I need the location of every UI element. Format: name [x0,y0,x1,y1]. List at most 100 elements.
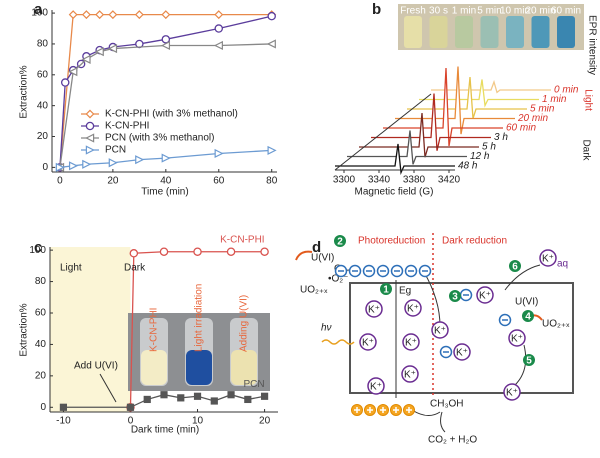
species-label: aq [557,259,568,270]
k-ion [476,286,494,304]
arrow [440,411,446,433]
marker [213,40,223,51]
step-badge [334,235,346,247]
marker [68,10,78,20]
mechanism-diagram: Photoreduction Dark reduction U(VI) O₂ •… [295,233,574,446]
marker [260,392,269,400]
marker [161,153,171,163]
light-wave [321,339,355,345]
marker [143,395,151,404]
x-axis-label: Time (min) [141,187,188,198]
y-axis-label: Extraction% [19,303,30,356]
x-tick-label: 3380 [403,175,426,186]
marker [160,40,171,51]
y-axis-label: EPR intensity [586,15,597,75]
marker [108,10,118,20]
epr-trace [419,79,539,108]
step-badge [509,260,521,272]
vial-label: Fresh [400,6,426,17]
x-axis-label: Dark time (min) [131,425,199,436]
k-ion-label: K⁺ [362,338,374,349]
marker [108,158,118,168]
vial-liquid [141,350,167,385]
light-label: Light [582,89,593,111]
k-ion [431,321,449,339]
x-tick-label: 3300 [333,175,356,186]
species-label: U(VI) [515,297,538,308]
k-ion [539,249,557,267]
epr-trace [383,67,503,147]
region-label: Dark reduction [442,236,507,247]
y-tick-label: 20 [35,370,47,381]
k-ion-label: K⁺ [405,338,417,349]
x-tick-label: 3420 [438,175,461,186]
marker [85,133,95,143]
vial [429,16,448,48]
vial-label: 1 min [452,6,476,17]
marker [159,247,169,256]
marker [244,395,252,404]
arrow [295,250,313,261]
x-tick-label: 60 [213,176,225,187]
vial-label: 30 s [429,6,448,17]
marker [210,397,218,405]
step-number: 1 [383,285,389,296]
x-tick-label: 80 [266,176,278,187]
vial [480,16,499,48]
x-tick-label: 3340 [368,175,391,186]
y-tick-label: 100 [31,8,48,19]
hole-sign [393,407,399,413]
k-ion [367,377,385,395]
arrow [504,264,541,291]
y-tick-label: 80 [35,276,47,287]
step-number: 4 [525,312,531,323]
y-tick-label: 80 [37,39,49,50]
catalyst-box [349,282,574,394]
x-tick-label: 0 [128,416,134,427]
vial-liquid [186,350,212,385]
marker [193,392,202,400]
k-ion [453,343,471,361]
x-tick-label: 40 [160,176,172,187]
y-tick-label: 100 [29,245,46,256]
k-ion [359,333,377,351]
k-ion-label: K⁺ [479,291,491,302]
step-badge [523,354,535,366]
marker [81,54,91,64]
step-number: 6 [512,262,518,273]
species-label: U(VI) [311,253,334,264]
k-ion-label: K⁺ [511,334,523,345]
k-ion-label: K⁺ [506,388,518,399]
k-ion [402,333,420,351]
trace-label: 3 h [494,132,508,143]
marker [85,145,95,155]
band-gap-label: Eg [399,286,411,297]
annotation: Add U(VI) [74,361,118,372]
vial-label: 20 min [525,6,555,17]
trace-label: 60 min [506,123,536,134]
marker [81,10,91,20]
annotation: Light [60,263,82,274]
trace-label: 48 h [458,161,478,172]
vial [531,16,550,48]
k-ion-label: K⁺ [404,370,416,381]
vial-label: 60 min [551,6,581,17]
step-badge [522,310,534,322]
inset-label: Light irradiation [194,284,205,352]
k-ion-label: K⁺ [456,348,468,359]
marker [68,67,78,77]
marker [134,10,144,20]
species-label: UO₂₊ₓ [300,285,328,296]
trace-label: 0 min [554,85,579,96]
step-number: 2 [337,237,343,248]
marker [107,44,118,54]
annotation: Dark [124,263,146,274]
series-label: PCN [243,379,264,390]
marker [214,24,224,33]
trace-label: 5 h [482,142,496,153]
arrow [514,344,527,386]
x-tick-label: 20 [107,176,119,187]
series-line [63,394,265,408]
marker [85,121,95,131]
